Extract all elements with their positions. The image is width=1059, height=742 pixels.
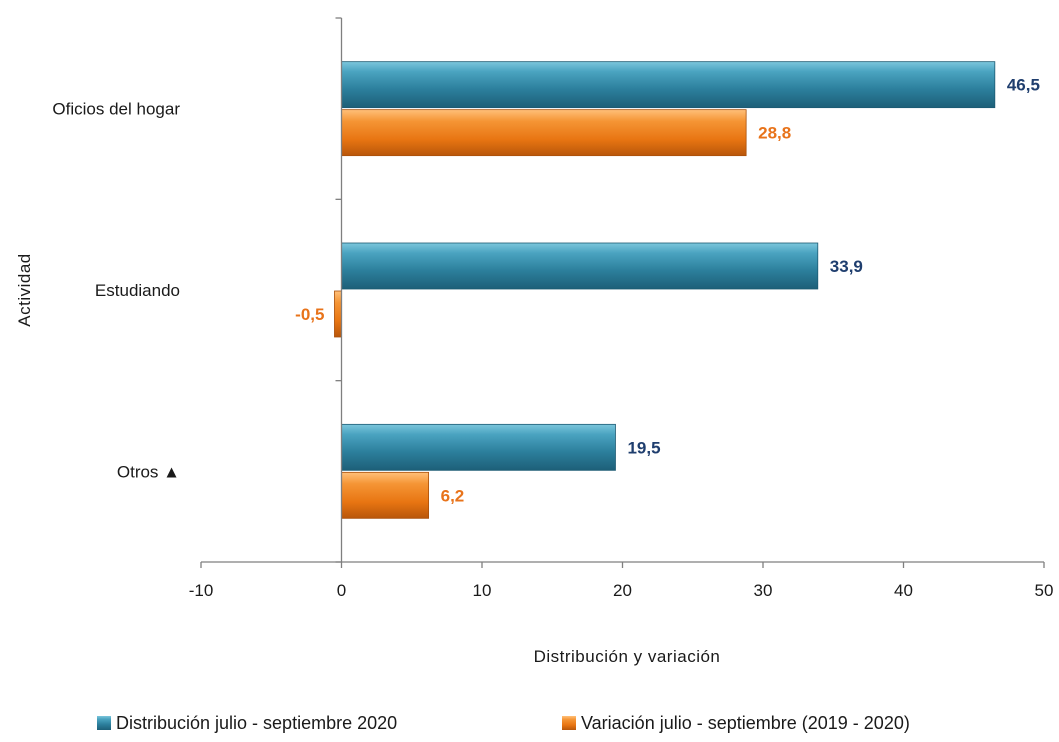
x-tick-label: 30 [754,581,773,600]
data-label-otros-series-2: 6,2 [441,486,465,505]
bar-oficios-del-hogar-series-1 [341,61,996,109]
legend-label-distribucion: Distribución julio - septiembre 2020 [116,713,397,733]
bar-otros-series-2 [341,471,430,519]
data-label-otros-series-1: 19,5 [627,438,660,457]
legend-swatch-distribucion [97,716,111,730]
legend-label-variacion: Variación julio - septiembre (2019 - 202… [581,713,910,733]
category-label-estudiando: Estudiando [95,281,180,300]
x-axis-title: Distribución y variación [534,647,721,666]
data-label-estudiando-series-2: -0,5 [295,305,324,324]
legend-swatch-variacion [562,716,576,730]
data-label-oficios-del-hogar-series-2: 28,8 [758,124,791,143]
x-tick-label: 20 [613,581,632,600]
bar-estudiando-series-2 [334,290,342,338]
x-tick-label: 40 [894,581,913,600]
bar-otros-series-1 [341,423,616,471]
data-label-estudiando-series-1: 33,9 [830,257,863,276]
labels-layer: Oficios del hogar 46,5 28,8 Estudiando 33,9 -… [52,76,1039,506]
category-label-otros: Otros ▲ [117,462,180,481]
bar-estudiando-series-1 [341,242,819,290]
legend: Distribución julio - septiembre 2020 Var… [97,713,910,733]
x-tick-label: 10 [473,581,492,600]
axes-layer: -10 0 10 20 30 40 50 [189,17,1054,600]
bar-oficios-del-hogar-series-2 [341,109,747,157]
x-tick-label: 0 [337,581,346,600]
category-label-oficios-del-hogar: Oficios del hogar [52,100,180,119]
x-tick-label: 50 [1035,581,1054,600]
data-label-oficios-del-hogar-series-1: 46,5 [1007,76,1040,95]
y-axis-title: Actividad [15,253,34,326]
x-tick-label: -10 [189,581,214,600]
bars-layer [334,61,996,519]
